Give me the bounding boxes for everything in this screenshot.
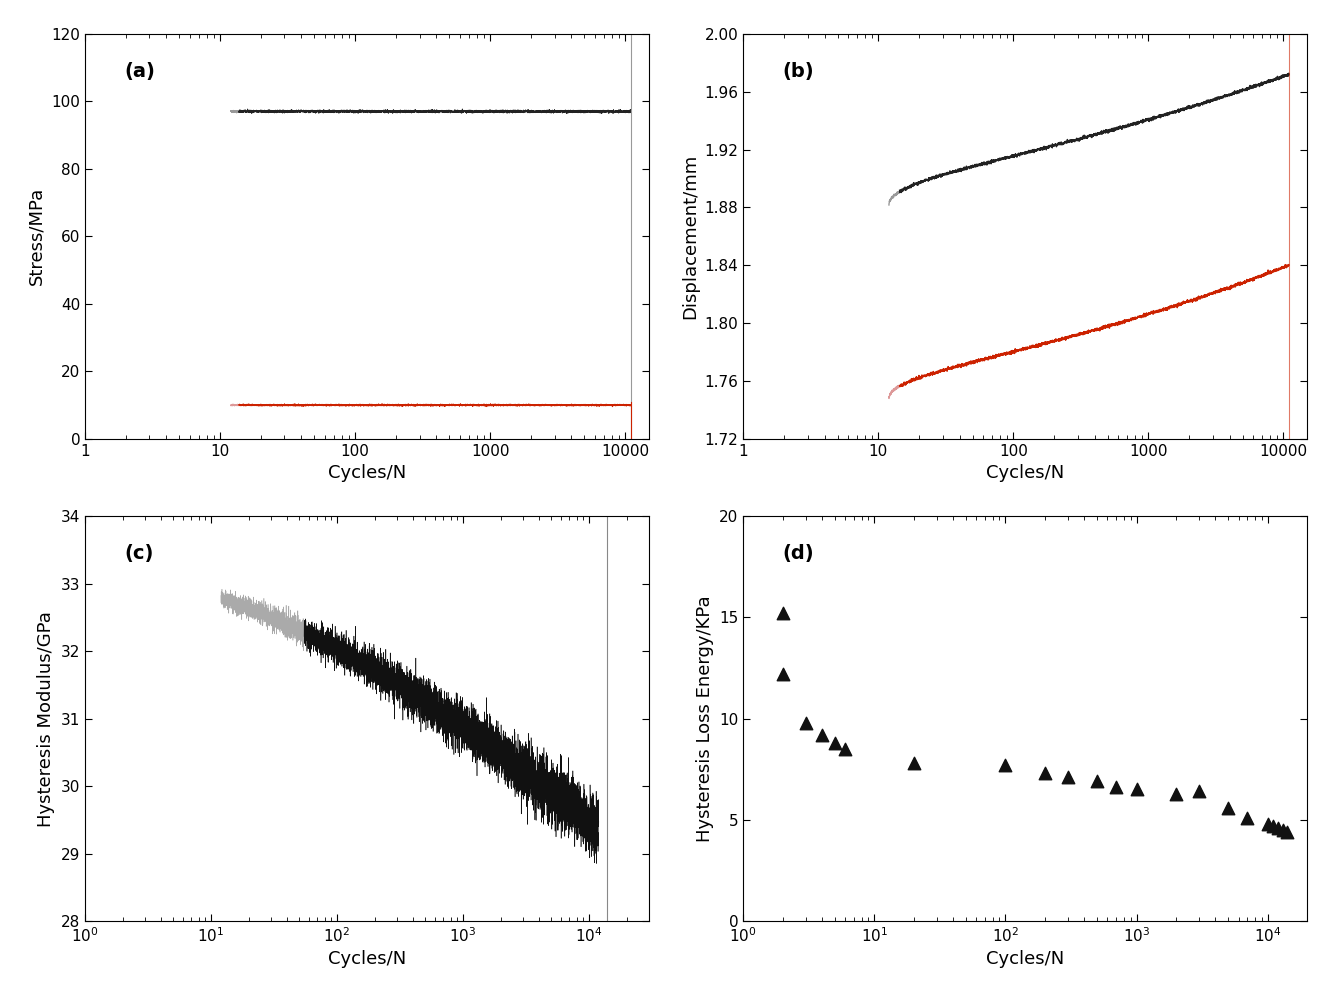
Text: (c): (c) — [125, 545, 154, 564]
Point — [795, 715, 817, 731]
X-axis label: Cycles/N: Cycles/N — [328, 950, 406, 968]
Point — [1058, 769, 1079, 785]
Point — [1188, 784, 1209, 800]
Y-axis label: Hysteresis Modulus/GPa: Hysteresis Modulus/GPa — [37, 611, 55, 827]
Y-axis label: Displacement/mm: Displacement/mm — [680, 153, 699, 319]
Point — [1217, 800, 1239, 816]
Text: (b): (b) — [783, 62, 814, 81]
Point — [1276, 824, 1297, 840]
Point — [1165, 786, 1186, 802]
Point — [1263, 818, 1284, 834]
Point — [1237, 810, 1259, 826]
Point — [1034, 765, 1055, 781]
Point — [811, 727, 833, 743]
Point — [1126, 782, 1148, 798]
Y-axis label: Hysteresis Loss Energy/KPa: Hysteresis Loss Energy/KPa — [695, 596, 714, 842]
Point — [773, 666, 794, 682]
Point — [1272, 822, 1293, 838]
Point — [902, 755, 924, 771]
Point — [1086, 773, 1107, 789]
Point — [1106, 780, 1127, 796]
Point — [825, 735, 846, 751]
Y-axis label: Stress/MPa: Stress/MPa — [28, 187, 46, 286]
Text: (d): (d) — [783, 545, 814, 564]
Point — [1257, 816, 1279, 832]
X-axis label: Cycles/N: Cycles/N — [986, 950, 1065, 968]
X-axis label: Cycles/N: Cycles/N — [986, 464, 1065, 482]
X-axis label: Cycles/N: Cycles/N — [328, 464, 406, 482]
Point — [834, 741, 856, 757]
Text: (a): (a) — [125, 62, 155, 81]
Point — [995, 757, 1016, 773]
Point — [1267, 820, 1288, 836]
Point — [773, 606, 794, 622]
